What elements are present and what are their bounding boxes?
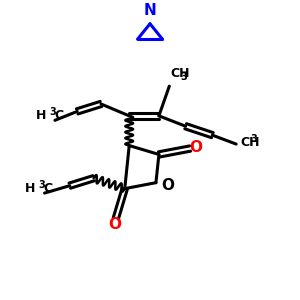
Text: O: O <box>161 178 174 193</box>
Text: 3: 3 <box>250 134 257 144</box>
Text: O: O <box>190 140 202 155</box>
Text: C: C <box>54 110 63 122</box>
Text: C: C <box>43 182 52 195</box>
Text: N: N <box>144 3 156 18</box>
Text: H: H <box>25 182 36 195</box>
Text: O: O <box>108 218 121 232</box>
Text: 3: 3 <box>180 72 187 82</box>
Text: 3: 3 <box>39 180 45 190</box>
Text: H: H <box>36 110 46 122</box>
Text: 3: 3 <box>50 107 56 117</box>
Text: CH: CH <box>241 136 260 149</box>
Text: CH: CH <box>171 67 190 80</box>
